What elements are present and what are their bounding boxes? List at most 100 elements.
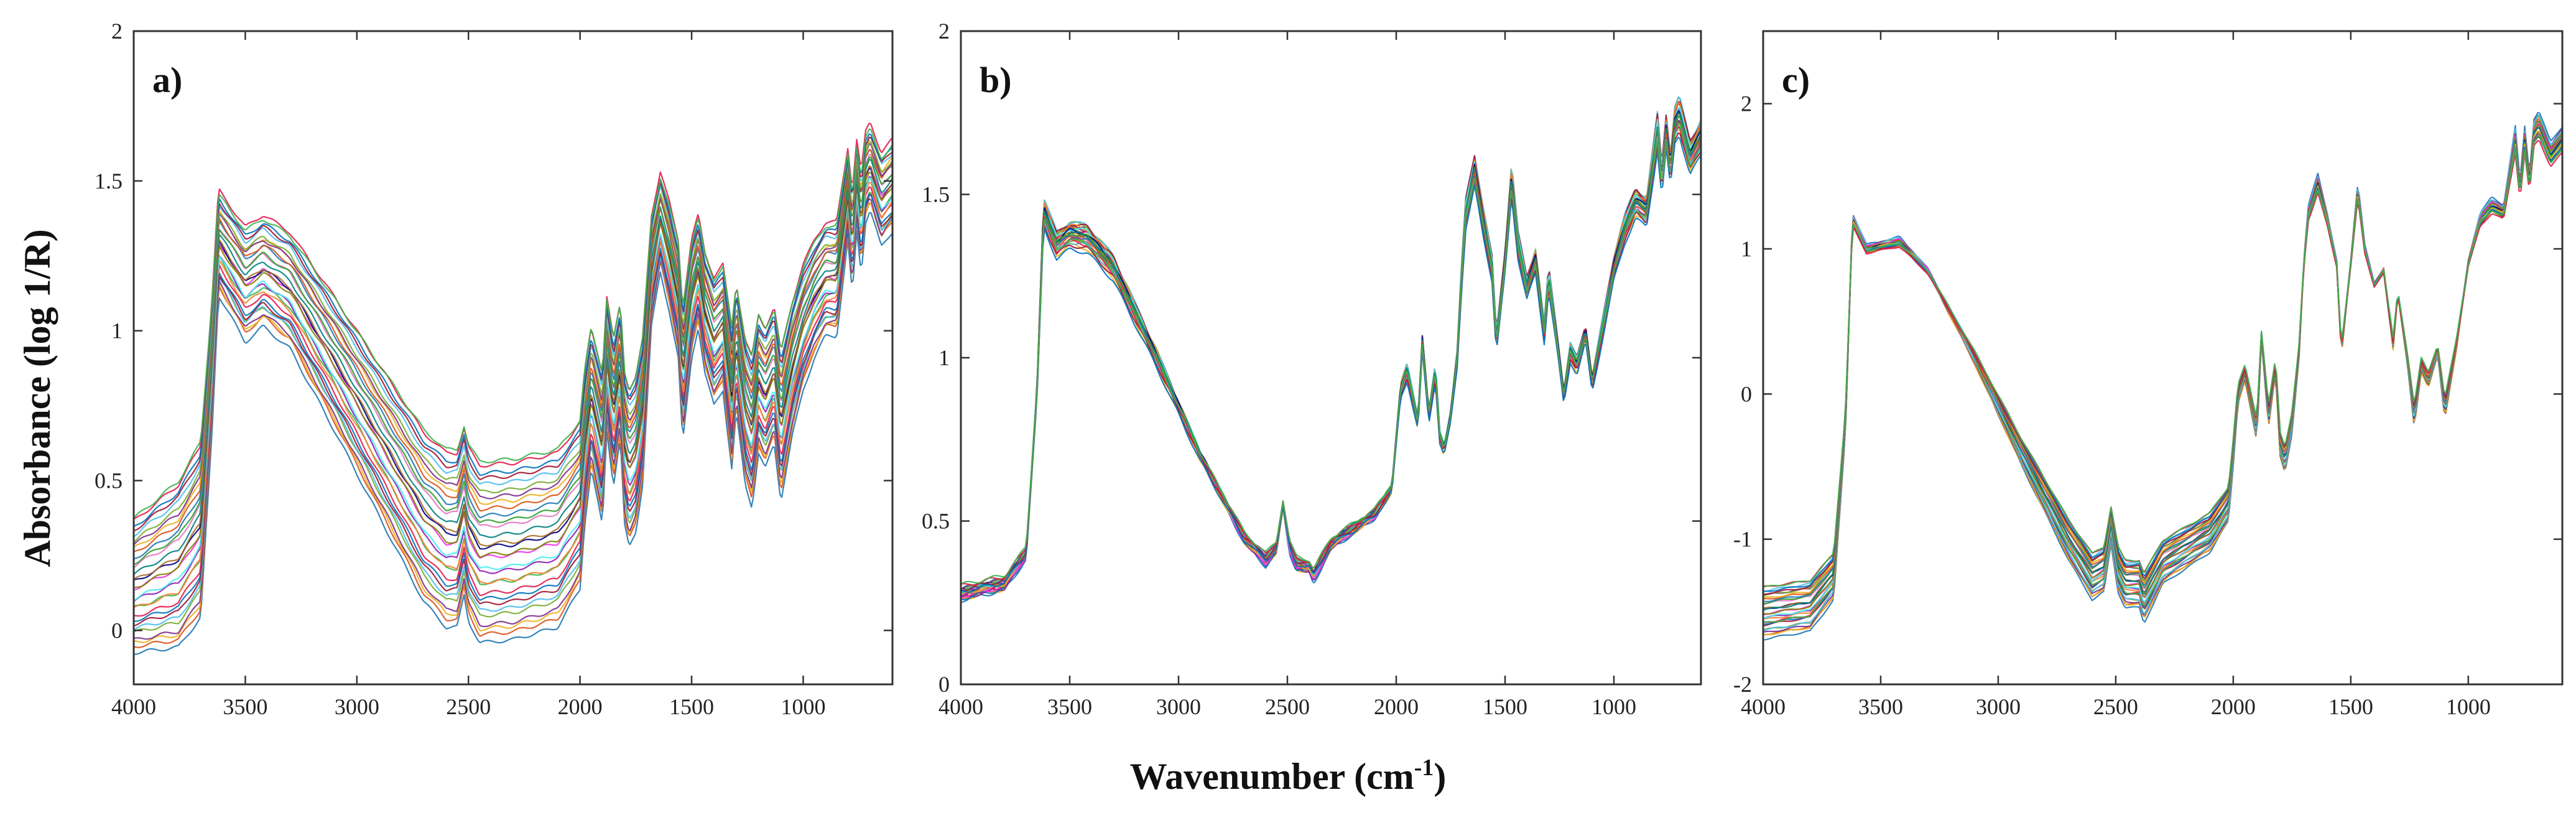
spectrum-line: [134, 177, 892, 601]
x-tick-label: 3500: [1858, 694, 1903, 719]
spectrum-line: [134, 181, 892, 608]
plot-frame: [132, 30, 894, 686]
panel-label: b): [980, 60, 1012, 100]
x-tick-label: 1000: [2446, 694, 2491, 719]
panel-a: 4000 3500 3000 2500 2000 1500 1000 0 0.5 1 1.5 2 a): [95, 19, 894, 719]
y-tick-label: 1: [938, 345, 950, 370]
spectrum-line: [1763, 130, 2562, 598]
panel-label: a): [152, 60, 182, 100]
spectrum-line: [961, 102, 1701, 598]
spectrum-line: [1763, 126, 2562, 609]
x-tick-label: 4000: [938, 694, 983, 719]
spectrum-line: [1763, 132, 2562, 605]
spectrum-line: [134, 137, 892, 538]
y-tick-label: -2: [1733, 672, 1752, 697]
x-tick-label: 3000: [1976, 694, 2021, 719]
y-tick-label: 0: [1741, 381, 1752, 406]
y-tick-label: -1: [1733, 527, 1752, 552]
spectrum-line: [134, 186, 892, 617]
spectrum-line: [134, 143, 892, 546]
spectrum-line: [961, 123, 1701, 585]
y-tick-label: 0.5: [95, 468, 123, 493]
y-tick-label: 0.5: [922, 509, 950, 534]
spectrum-line: [961, 112, 1701, 590]
spectrum-line: [134, 192, 892, 633]
spectrum-line: [961, 107, 1701, 597]
spectrum-line: [134, 202, 892, 643]
x-tick-label: 4000: [1741, 694, 1786, 719]
x-tick-label: 2500: [446, 694, 491, 719]
spectrum-line: [961, 101, 1701, 594]
spectrum-line: [1763, 127, 2562, 610]
y-tick-label: 2: [1741, 91, 1752, 116]
spectrum-line: [1763, 131, 2562, 605]
x-axis-title-sup: -1: [1414, 755, 1434, 781]
x-axis-title: Wavenumber (cm-1): [1130, 755, 1447, 797]
spectrum-line: [134, 171, 892, 589]
spectrum-line: [134, 128, 892, 519]
x-tick-label: 4000: [111, 694, 156, 719]
spectrum-line: [961, 96, 1701, 598]
x-tick-label: 2500: [1265, 694, 1310, 719]
spectrum-line: [961, 103, 1701, 600]
spectrum-line: [961, 115, 1701, 594]
spectrum-line: [134, 194, 892, 631]
spectrum-line: [134, 142, 892, 543]
spectrum-line: [961, 112, 1701, 593]
x-tick-label: 3500: [223, 694, 267, 719]
y-axis-title: Absorbance (log 1/R): [17, 229, 58, 567]
spectrum-line: [134, 167, 892, 581]
spectrum-line: [961, 136, 1701, 593]
panel-c: 4000 3500 3000 2500 2000 1500 1000 -2 -1 0 1 2 c): [1733, 30, 2564, 719]
spectrum-line: [1763, 135, 2562, 588]
spectrum-line: [1763, 135, 2562, 597]
y-tick-label: 2: [938, 19, 950, 44]
y-tick-label: 1: [1741, 236, 1752, 261]
x-tick-label: 2000: [2211, 694, 2256, 719]
spectrum-line: [134, 165, 892, 580]
spectrum-line: [961, 107, 1701, 594]
spectra-group: [134, 122, 892, 655]
y-tick-label: 2: [111, 19, 123, 44]
x-axis-title-main: Wavenumber (cm: [1130, 756, 1414, 797]
spectrum-line: [134, 149, 892, 552]
spectrum-line: [961, 96, 1701, 595]
spectrum-line: [1763, 136, 2562, 595]
spectrum-line: [134, 136, 892, 532]
spectrum-line: [134, 133, 892, 527]
spectrum-line: [1763, 135, 2562, 602]
spectrum-line: [1763, 133, 2562, 596]
spectrum-line: [961, 126, 1701, 586]
x-tick-label: 1000: [781, 694, 825, 719]
x-tick-label: 2000: [558, 694, 603, 719]
spectrum-line: [1763, 135, 2562, 592]
panel-label: c): [1782, 60, 1810, 100]
x-tick-label: 2000: [1374, 694, 1419, 719]
y-tick-label: 1.5: [95, 169, 123, 193]
x-tick-label: 2500: [2093, 694, 2138, 719]
spectrum-line: [1763, 135, 2562, 600]
spectrum-line: [134, 159, 892, 575]
spectrum-line: [1763, 126, 2562, 611]
spectrum-line: [1763, 135, 2562, 592]
spectrum-line: [134, 193, 892, 622]
x-tick-label: 3500: [1047, 694, 1092, 719]
spectrum-line: [134, 156, 892, 566]
spectrum-line: [134, 194, 892, 626]
spectrum-line: [1763, 139, 2562, 587]
x-tick-label: 1500: [669, 694, 714, 719]
panel-b: 4000 3500 3000 2500 2000 1500 1000 0 0.5 1 1.5 2 b): [922, 19, 1702, 719]
y-tick-label: 1: [111, 319, 123, 343]
x-tick-label: 1500: [1483, 694, 1527, 719]
spectrum-line: [1763, 121, 2562, 625]
x-tick-label: 1000: [1591, 694, 1636, 719]
spectrum-line: [134, 212, 892, 655]
spectra-group: [961, 96, 1701, 603]
spectrum-line: [961, 108, 1701, 594]
x-tick-label: 3000: [1156, 694, 1201, 719]
x-tick-label: 1500: [2328, 694, 2373, 719]
spectrum-line: [961, 109, 1701, 598]
spectrum-line: [961, 116, 1701, 592]
y-tick-label: 1.5: [922, 182, 950, 207]
